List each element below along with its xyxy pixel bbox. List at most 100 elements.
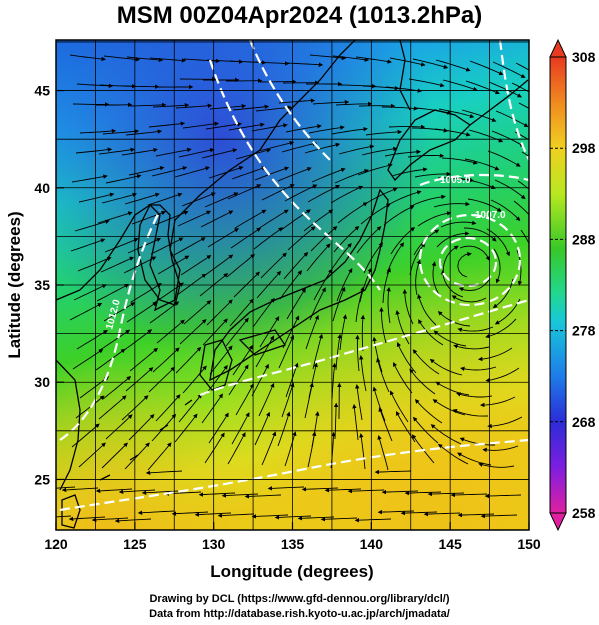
streamline: [355, 286, 365, 323]
streamline: [56, 486, 76, 489]
streamline: [91, 517, 129, 523]
streamline: [208, 412, 229, 444]
streamline: [125, 129, 163, 136]
streamline: [208, 166, 244, 179]
streamline: [363, 242, 384, 274]
streamline: [175, 346, 202, 374]
streamline: [478, 462, 515, 468]
y-tick-label: 40: [34, 180, 50, 196]
streamline: [452, 409, 489, 417]
streamline: [102, 376, 132, 400]
x-axis-label: Longitude (degrees): [210, 562, 373, 581]
streamline: [70, 238, 106, 252]
streamline: [518, 102, 529, 109]
streamline: [206, 299, 233, 326]
streamline: [278, 98, 316, 104]
streamline: [69, 54, 107, 62]
streamline: [72, 349, 104, 370]
streamline: [130, 282, 162, 303]
streamline: [178, 393, 202, 423]
streamline: [337, 202, 368, 224]
colorbar-tick-label: 288: [572, 231, 596, 247]
streamline: [386, 286, 391, 324]
colorbar-tick-label: 298: [572, 140, 596, 156]
streamline: [284, 431, 297, 467]
streamline: [409, 242, 426, 276]
streamline: [147, 192, 183, 206]
streamline: [450, 492, 488, 498]
streamline: [259, 316, 280, 348]
y-tick-label: 25: [34, 471, 50, 487]
streamline: [151, 413, 177, 442]
streamline: [513, 200, 529, 216]
x-tick-label: 145: [438, 536, 462, 552]
streamline: [484, 493, 522, 499]
streamline: [285, 124, 322, 133]
y-tick-label: 35: [34, 277, 50, 293]
wind-streamlines: [56, 54, 529, 524]
streamline: [101, 442, 128, 469]
streamline: [181, 192, 216, 207]
streamline: [511, 82, 529, 93]
streamline: [101, 192, 138, 204]
streamline: [338, 144, 375, 155]
streamline: [495, 110, 529, 128]
x-tick-label: 150: [517, 536, 541, 552]
streamline: [141, 490, 179, 495]
streamline: [285, 362, 299, 398]
streamline: [178, 147, 215, 158]
streamline: [129, 102, 167, 108]
streamline: [179, 319, 207, 345]
streamline: [309, 287, 326, 321]
streamline: [95, 488, 133, 494]
streamline: [354, 517, 392, 523]
streamline: [457, 252, 472, 278]
streamline: [412, 58, 449, 69]
streamline: [467, 198, 502, 212]
streamline: [77, 256, 112, 272]
streamline: [432, 399, 466, 416]
streamline: [389, 390, 409, 423]
streamline: [331, 362, 337, 400]
streamline: [182, 121, 220, 129]
streamline: [389, 57, 426, 67]
streamline: [100, 256, 135, 273]
streamline: [404, 490, 442, 496]
streamline: [320, 517, 358, 522]
colorbar-tick-label: 258: [572, 505, 596, 521]
credit-data: Data from http://database.rish.kyoto-u.a…: [149, 608, 450, 620]
x-tick-label: 135: [281, 536, 305, 552]
streamline: [307, 431, 317, 468]
streamline: [257, 209, 289, 230]
streamline: [456, 392, 493, 398]
streamline: [153, 282, 185, 304]
streamline: [451, 295, 487, 303]
plot-area: 1005.0 1007.0 1012.0: [56, 40, 529, 530]
streamline: [177, 210, 212, 227]
streamline: [355, 334, 360, 372]
chart-title: MSM 00Z04Apr2024 (1013.2hPa): [116, 2, 483, 29]
streamline: [281, 382, 295, 418]
streamline: [440, 269, 464, 298]
streamline: [374, 469, 412, 475]
streamline: [225, 317, 249, 347]
streamline: [307, 184, 341, 203]
streamline: [465, 80, 500, 95]
streamline: [378, 407, 393, 442]
streamline: [311, 167, 346, 183]
streamline: [390, 227, 416, 255]
streamline: [333, 225, 360, 253]
streamline: [73, 284, 107, 301]
streamline: [253, 227, 284, 250]
streamline: [442, 79, 478, 92]
streamline: [71, 174, 108, 183]
streamline: [493, 248, 501, 284]
streamline: [78, 442, 106, 468]
streamline: [231, 412, 250, 445]
streamline: [137, 510, 175, 515]
streamline: [126, 301, 158, 323]
streamline: [414, 171, 452, 178]
streamline: [355, 384, 363, 421]
streamline: [71, 423, 100, 448]
streamline: [391, 167, 428, 177]
